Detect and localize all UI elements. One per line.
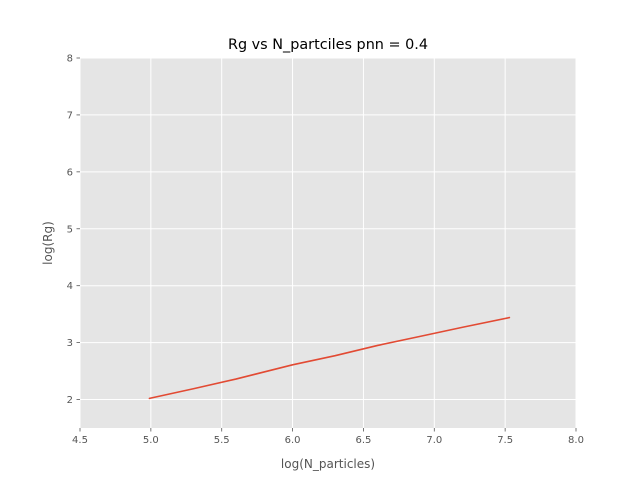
x-tick-label: 8.0 xyxy=(568,435,584,446)
x-tick-label: 4.5 xyxy=(72,435,88,446)
y-axis-ticks: 2 3 4 5 6 7 8 xyxy=(67,54,80,406)
x-tick-label: 6.0 xyxy=(285,435,301,446)
y-tick-label: 7 xyxy=(67,110,73,121)
y-tick-label: 4 xyxy=(67,281,73,292)
y-tick-label: 8 xyxy=(67,54,73,65)
x-tick-label: 6.5 xyxy=(355,435,371,446)
y-axis-label: log(Rg) xyxy=(41,221,55,265)
x-tick-label: 7.5 xyxy=(497,435,513,446)
x-tick-label: 5.5 xyxy=(214,435,230,446)
chart-title: Rg vs N_partciles pnn = 0.4 xyxy=(228,37,428,53)
x-axis-label: log(N_particles) xyxy=(281,457,375,471)
series-line-0 xyxy=(148,316,511,400)
y-tick-label: 5 xyxy=(67,224,73,235)
x-tick-label: 7.0 xyxy=(426,435,442,446)
y-tick-label: 3 xyxy=(67,338,73,349)
grid-lines xyxy=(79,57,577,428)
x-tick-label: 5.0 xyxy=(143,435,159,446)
y-tick-label: 6 xyxy=(67,167,73,178)
y-tick-label: 2 xyxy=(67,395,73,406)
x-axis-ticks: 4.5 5.0 5.5 6.0 6.5 7.0 7.5 8.0 xyxy=(72,428,584,446)
plot-area xyxy=(80,58,576,428)
series-layer xyxy=(148,316,511,400)
